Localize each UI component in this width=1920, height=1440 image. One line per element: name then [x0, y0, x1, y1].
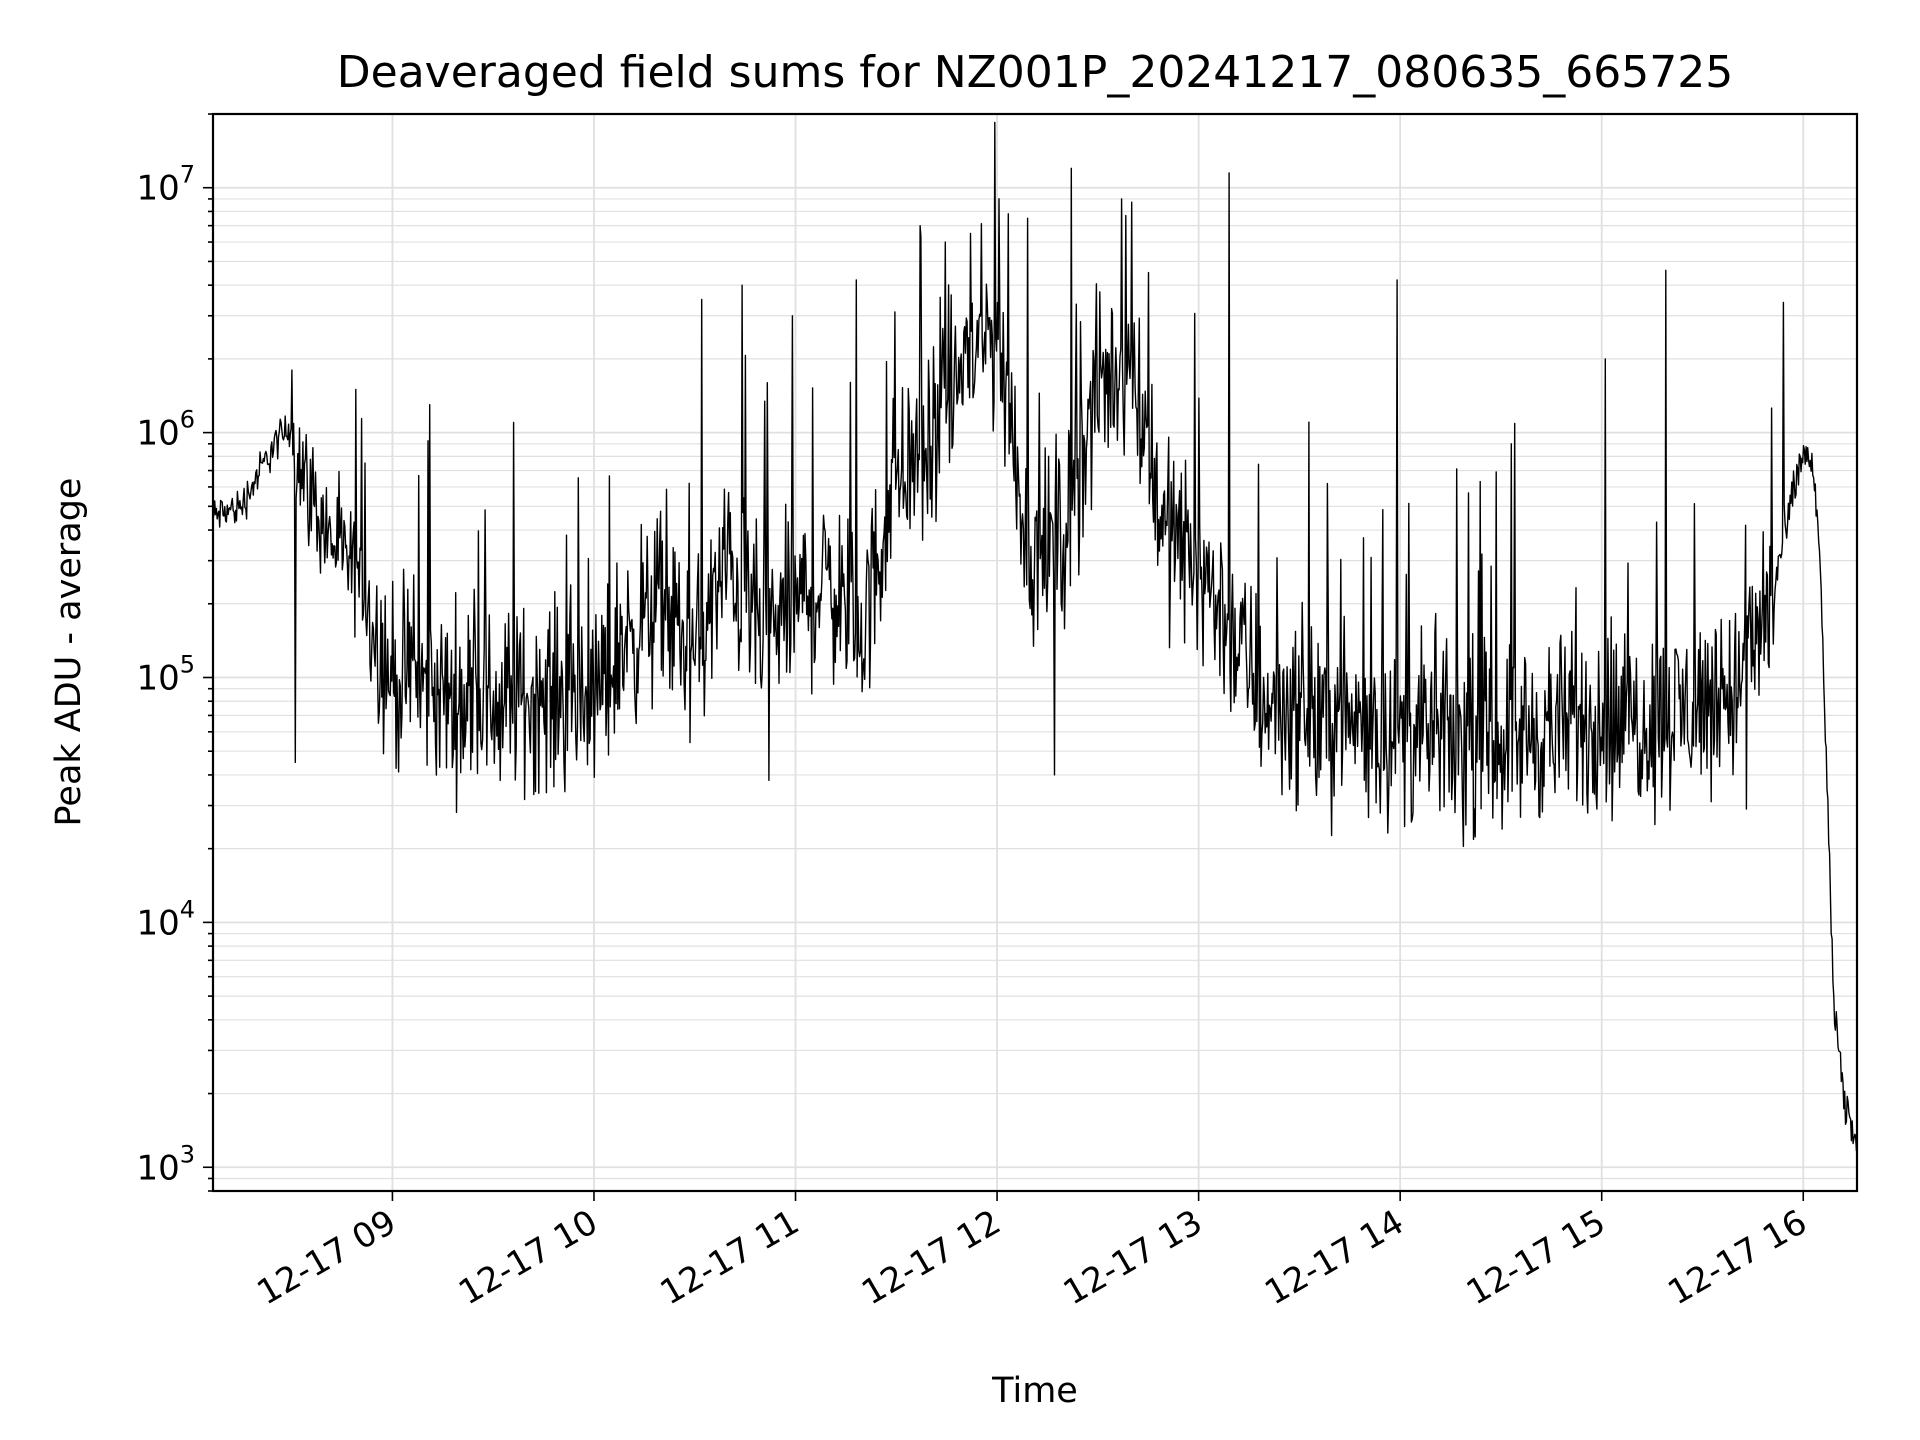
y-tick-label: 107	[136, 161, 195, 209]
y-axis: 103 104 105 106 107	[136, 113, 213, 1192]
y-axis-label: Peak ADU - average	[49, 478, 89, 827]
grid-lines	[213, 113, 1857, 1192]
x-axis-label: Time	[991, 1371, 1078, 1411]
y-tick-label: 105	[136, 650, 195, 698]
y-tick-label: 103	[136, 1140, 195, 1188]
y-tick-label: 106	[136, 406, 195, 454]
series-line	[213, 121, 1857, 1152]
plot-area	[213, 121, 1857, 1152]
plot-frame	[211, 112, 1859, 1193]
chart-title: Deaveraged field sums for NZ001P_2024121…	[337, 47, 1733, 98]
y-tick-label: 104	[136, 895, 195, 943]
